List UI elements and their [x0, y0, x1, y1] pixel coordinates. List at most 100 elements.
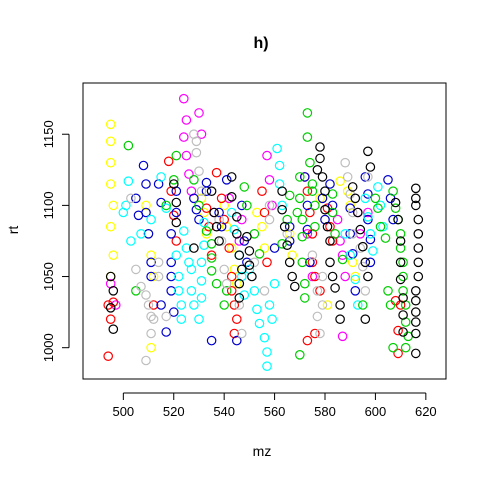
data-point: [363, 271, 373, 282]
data-point: [315, 142, 325, 152]
data-point: [320, 204, 330, 215]
data-point: [287, 271, 297, 282]
data-point: [146, 271, 156, 282]
data-point: [368, 246, 378, 256]
data-point: [302, 335, 313, 346]
data-point: [146, 311, 156, 322]
data-point: [156, 172, 166, 182]
data-point: [108, 324, 119, 334]
data-point: [337, 250, 348, 260]
data-point: [337, 254, 348, 265]
data-point: [267, 200, 277, 211]
data-point: [108, 250, 119, 260]
data-point: [284, 257, 295, 268]
data-point: [206, 253, 217, 263]
data-point: [373, 182, 383, 192]
data-point: [262, 150, 272, 161]
data-point: [143, 300, 154, 310]
data-point: [249, 257, 260, 268]
data-point: [360, 172, 371, 182]
data-point: [363, 212, 373, 222]
data-point: [398, 271, 408, 282]
data-point: [383, 175, 393, 185]
data-point: [257, 221, 267, 232]
data-point: [108, 297, 119, 307]
data-point: [186, 285, 197, 296]
data-point: [325, 179, 335, 189]
data-point: [385, 300, 396, 310]
data-point: [410, 295, 421, 306]
data-point: [176, 300, 187, 310]
data-point: [126, 193, 136, 204]
data-point: [264, 214, 275, 225]
data-point: [312, 311, 323, 322]
data-point: [320, 186, 330, 196]
data-point: [410, 317, 421, 327]
data-point: [242, 200, 252, 211]
data-point: [166, 285, 176, 296]
chart-title: h): [253, 35, 268, 52]
data-point: [395, 257, 406, 268]
data-point: [179, 226, 189, 236]
data-point: [237, 264, 247, 275]
data-point: [325, 236, 335, 246]
data-point: [393, 348, 403, 359]
data-point: [375, 200, 386, 211]
data-point: [237, 328, 247, 339]
data-point: [232, 314, 242, 324]
data-point: [206, 250, 217, 260]
data-point: [370, 193, 381, 204]
data-point: [363, 207, 373, 218]
series-group: [123, 108, 413, 360]
data-point: [327, 271, 338, 282]
series-group: [105, 93, 373, 342]
data-point: [317, 271, 328, 282]
data-point: [232, 278, 242, 289]
y-tick-label: 1100: [41, 191, 56, 219]
data-point: [171, 150, 182, 161]
data-point: [103, 351, 113, 361]
data-point: [141, 200, 151, 211]
data-point: [219, 264, 229, 275]
data-point: [174, 271, 184, 282]
data-point: [206, 186, 217, 196]
data-point: [103, 300, 113, 310]
data-point: [184, 169, 194, 179]
data-point: [105, 157, 116, 168]
data-point: [153, 271, 164, 282]
data-point: [395, 236, 406, 246]
data-point: [365, 257, 376, 268]
data-point: [413, 271, 424, 282]
data-point: [105, 136, 116, 147]
data-point: [325, 257, 335, 268]
data-point: [335, 176, 345, 186]
data-point: [244, 260, 255, 270]
data-point: [350, 271, 361, 282]
data-point: [156, 197, 166, 208]
data-point: [378, 221, 388, 232]
data-point: [330, 229, 340, 239]
data-point: [388, 186, 398, 196]
data-point: [186, 264, 197, 275]
data-point: [171, 207, 182, 218]
data-point: [181, 243, 192, 253]
data-point: [226, 243, 237, 253]
data-point: [340, 271, 350, 282]
data-point: [191, 136, 202, 147]
data-point: [171, 197, 182, 208]
data-point: [297, 231, 308, 242]
data-point: [264, 200, 275, 211]
data-point: [277, 200, 287, 211]
data-point: [350, 193, 361, 204]
data-point: [259, 207, 270, 218]
data-point: [234, 293, 245, 303]
data-point: [312, 165, 323, 175]
data-point: [360, 314, 371, 324]
data-point: [310, 200, 320, 211]
data-point: [146, 328, 156, 339]
data-point: [413, 214, 424, 225]
data-point: [277, 204, 287, 215]
data-point: [234, 300, 245, 310]
data-point: [171, 217, 182, 228]
data-point: [209, 207, 219, 218]
